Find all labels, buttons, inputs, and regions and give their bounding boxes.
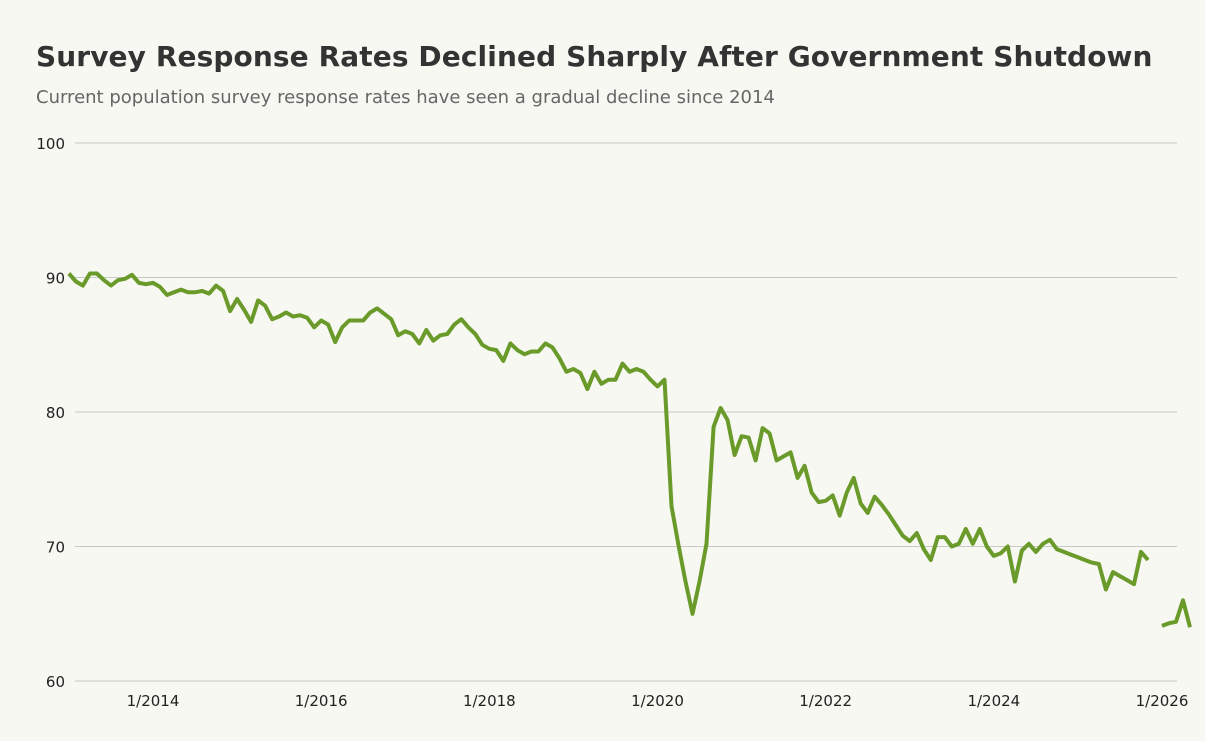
y-tick-label: 60 xyxy=(46,673,65,691)
x-tick-label: 1/2022 xyxy=(799,692,852,710)
grid-lines xyxy=(75,142,1177,682)
series-line-segment-1 xyxy=(1161,598,1192,628)
x-tick-label: 1/2026 xyxy=(1136,692,1189,710)
y-tick-label: 80 xyxy=(46,404,65,422)
y-tick-label: 90 xyxy=(46,270,65,288)
y-axis: 100 90 80 70 60 xyxy=(36,135,65,691)
x-tick-label: 1/2020 xyxy=(631,692,684,710)
series-line-segment-0 xyxy=(67,271,1150,616)
x-tick-label: 1/2014 xyxy=(127,692,180,710)
series-lines xyxy=(67,271,1192,628)
y-tick-label: 70 xyxy=(46,539,65,557)
x-tick-label: 1/2024 xyxy=(967,692,1020,710)
chart-subtitle: Current population survey response rates… xyxy=(36,87,775,108)
x-tick-label: 1/2016 xyxy=(295,692,348,710)
x-axis: 1/2014 1/2016 1/2018 1/2020 1/2022 1/2024 1/20… xyxy=(127,692,1189,710)
x-tick-label: 1/2018 xyxy=(463,692,516,710)
y-tick-label: 100 xyxy=(36,135,65,153)
chart-title: Survey Response Rates Declined Sharply A… xyxy=(36,40,1153,73)
